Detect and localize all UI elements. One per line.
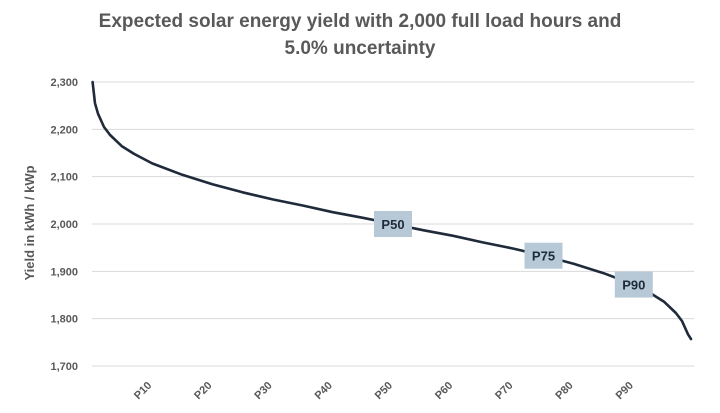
chart-title: Expected solar energy yield with 2,000 f… [0,8,720,62]
chart-title-line-1: Expected solar energy yield with 2,000 f… [98,11,622,32]
y-tick-label-1800: 1,800 [50,314,78,326]
series-group [91,80,693,341]
x-tick-label-P10: P10 [132,380,154,402]
x-axis-ticks: P10 P20 P30 P40 P50 P60 P70 P80 P90 [132,380,636,402]
x-tick-label-P80: P80 [553,380,575,402]
percentile-annotations: P50 P75 P90 [374,211,653,298]
y-axis-label: Yield in kWh / kWp [22,165,37,280]
x-tick-label-P40: P40 [313,380,335,402]
chart-title-line-2: 5.0% uncertainty [284,38,436,59]
annotation-label-P90: P90 [622,278,645,293]
x-tick-label-P50: P50 [373,380,395,402]
x-tick-label-P60: P60 [433,380,455,402]
annotation-label-P75: P75 [532,249,555,264]
annotation-box-P75 [524,242,563,269]
annotation-label-P50: P50 [381,217,404,232]
y-tick-label-1700: 1,700 [50,361,78,373]
annotation-box-P90 [614,271,653,298]
y-tick-label-2100: 2,100 [50,172,78,184]
y-axis-ticks: 1,700 1,800 1,900 2,000 2,100 2,200 2,300 [50,77,78,373]
y-tick-label-2300: 2,300 [50,77,78,89]
y-tick-label-1900: 1,900 [50,266,78,278]
x-tick-label-P70: P70 [493,380,515,402]
series-line-0 [91,80,693,341]
x-tick-label-P90: P90 [614,380,636,402]
x-tick-label-P20: P20 [192,380,214,402]
y-tick-label-2200: 2,200 [50,124,78,136]
y-tick-label-2000: 2,000 [50,219,78,231]
x-tick-label-P30: P30 [252,380,274,402]
annotation-box-P50 [374,211,412,237]
